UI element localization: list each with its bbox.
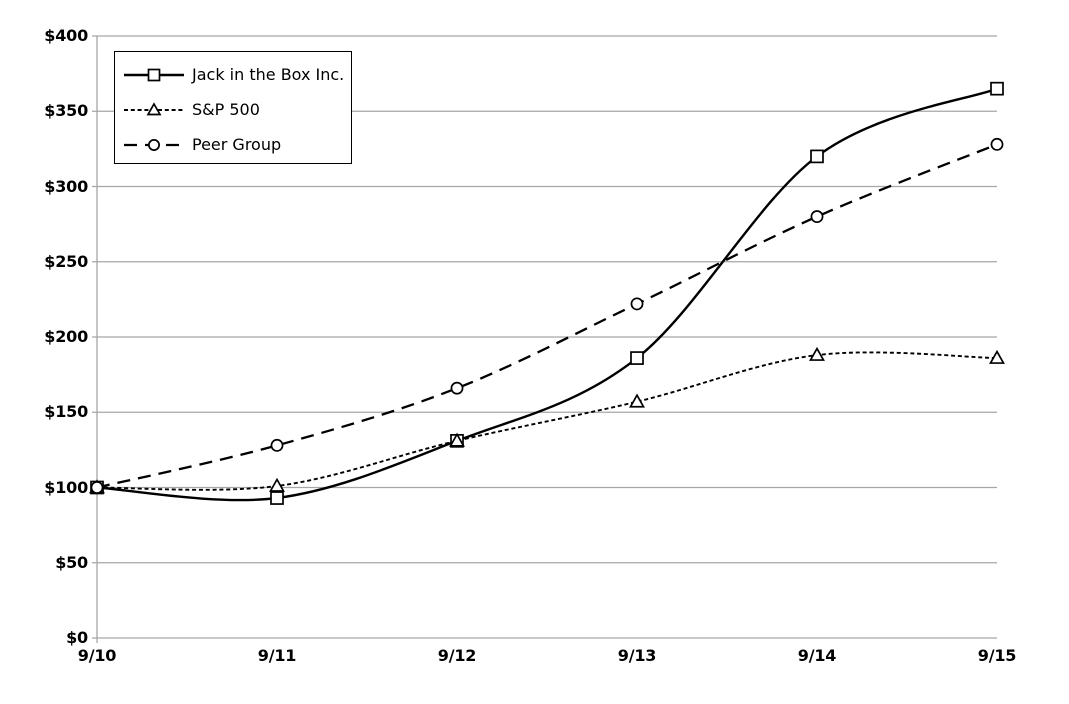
x-tick-label: 9/12 bbox=[437, 646, 477, 665]
x-tick-label: 9/15 bbox=[977, 646, 1017, 665]
dotted-line-triangle-marker-icon bbox=[124, 101, 184, 115]
legend-label: Jack in the Box Inc. bbox=[192, 65, 345, 84]
solid-line-square-marker-icon bbox=[124, 68, 184, 81]
x-tick-label: 9/11 bbox=[257, 646, 297, 665]
dashed-line-circle-marker-icon bbox=[124, 138, 184, 151]
y-tick-label: $400 bbox=[44, 26, 88, 45]
legend-item-jack-in-the-box: Jack in the Box Inc. bbox=[124, 57, 351, 92]
legend-label: S&P 500 bbox=[192, 100, 260, 119]
y-tick-label: $350 bbox=[44, 101, 88, 120]
legend-item-peer-group: Peer Group bbox=[124, 127, 351, 162]
x-tick-label: 9/10 bbox=[77, 646, 117, 665]
legend-label: Peer Group bbox=[192, 135, 282, 154]
y-tick-label: $300 bbox=[44, 177, 88, 196]
x-tick-label: 9/13 bbox=[617, 646, 657, 665]
y-tick-label: $100 bbox=[44, 478, 88, 497]
y-tick-label: $200 bbox=[44, 327, 88, 346]
y-tick-label: $250 bbox=[44, 252, 88, 271]
y-tick-label: $50 bbox=[55, 553, 88, 572]
y-tick-label: $150 bbox=[44, 402, 88, 421]
legend-item-sp500: S&P 500 bbox=[124, 92, 351, 127]
x-tick-label: 9/14 bbox=[797, 646, 837, 665]
y-tick-label: $0 bbox=[66, 628, 88, 647]
legend: Jack in the Box Inc. S&P 500 Peer Group bbox=[114, 51, 352, 164]
